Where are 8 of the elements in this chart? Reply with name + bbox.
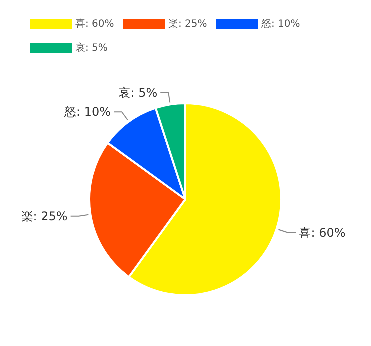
legend-label: 喜: 60% — [76, 18, 114, 30]
slice-label: 喜: 60% — [299, 226, 346, 240]
legend-label: 哀: 5% — [76, 42, 108, 54]
legend-label: 楽: 25% — [168, 18, 208, 30]
slice-label: 哀: 5% — [118, 86, 158, 100]
slice-label: 楽: 25% — [21, 209, 68, 224]
legend-label: 怒: 10% — [260, 18, 300, 30]
slice-label: 怒: 10% — [63, 105, 112, 120]
